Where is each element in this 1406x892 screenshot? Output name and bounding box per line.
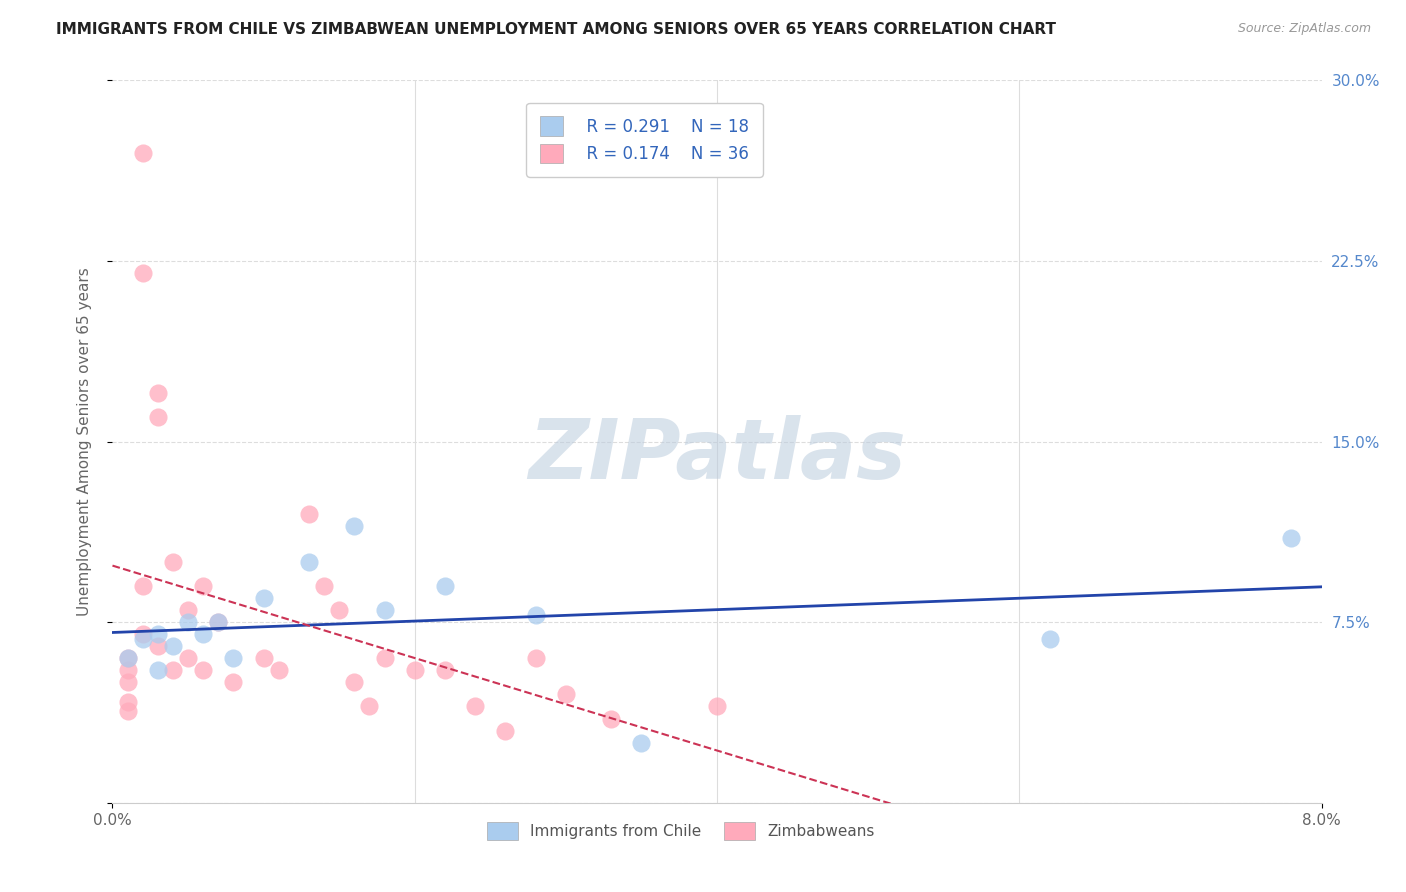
Legend: Immigrants from Chile, Zimbabweans: Immigrants from Chile, Zimbabweans (481, 816, 880, 846)
Point (191, 664, 215, 678)
Point (554, 687, 576, 701)
Point (343, 675, 366, 690)
Point (373, 651, 396, 665)
Point (343, 518, 366, 533)
Point (298, 507, 321, 521)
Point (162, 639, 184, 653)
Point (177, 651, 200, 665)
Y-axis label: Unemployment Among Seniors over 65 years: Unemployment Among Seniors over 65 years (77, 268, 91, 615)
Point (1279, 531, 1302, 545)
Point (117, 664, 139, 678)
Point (191, 627, 215, 641)
Point (359, 699, 381, 714)
Point (162, 555, 184, 569)
Point (132, 145, 155, 160)
Point (146, 639, 169, 653)
Point (117, 695, 139, 709)
Point (177, 603, 200, 617)
Point (146, 386, 169, 401)
Point (132, 266, 155, 280)
Point (404, 664, 426, 678)
Point (146, 627, 169, 641)
Point (162, 664, 184, 678)
Text: Source: ZipAtlas.com: Source: ZipAtlas.com (1237, 22, 1371, 36)
Point (253, 591, 276, 605)
Point (328, 603, 350, 617)
Point (253, 651, 276, 665)
Point (706, 699, 728, 714)
Point (433, 664, 456, 678)
Point (373, 603, 396, 617)
Point (1038, 632, 1062, 646)
Point (222, 651, 245, 665)
Point (207, 615, 229, 630)
Point (207, 615, 229, 630)
Text: ZIPatlas: ZIPatlas (529, 416, 905, 497)
Point (191, 579, 215, 593)
Point (222, 675, 245, 690)
Point (464, 699, 486, 714)
Point (524, 607, 547, 622)
Point (312, 579, 335, 593)
Point (117, 651, 139, 665)
Point (630, 735, 652, 749)
Point (117, 704, 139, 718)
Point (132, 632, 155, 646)
Point (433, 579, 456, 593)
Point (600, 712, 623, 726)
Point (298, 555, 321, 569)
Point (146, 664, 169, 678)
Point (117, 651, 139, 665)
Point (267, 664, 290, 678)
Point (177, 615, 200, 630)
Point (132, 627, 155, 641)
Point (524, 651, 547, 665)
Point (495, 723, 517, 738)
Text: IMMIGRANTS FROM CHILE VS ZIMBABWEAN UNEMPLOYMENT AMONG SENIORS OVER 65 YEARS COR: IMMIGRANTS FROM CHILE VS ZIMBABWEAN UNEM… (56, 22, 1056, 37)
Point (146, 410, 169, 425)
Point (117, 675, 139, 690)
Point (132, 579, 155, 593)
